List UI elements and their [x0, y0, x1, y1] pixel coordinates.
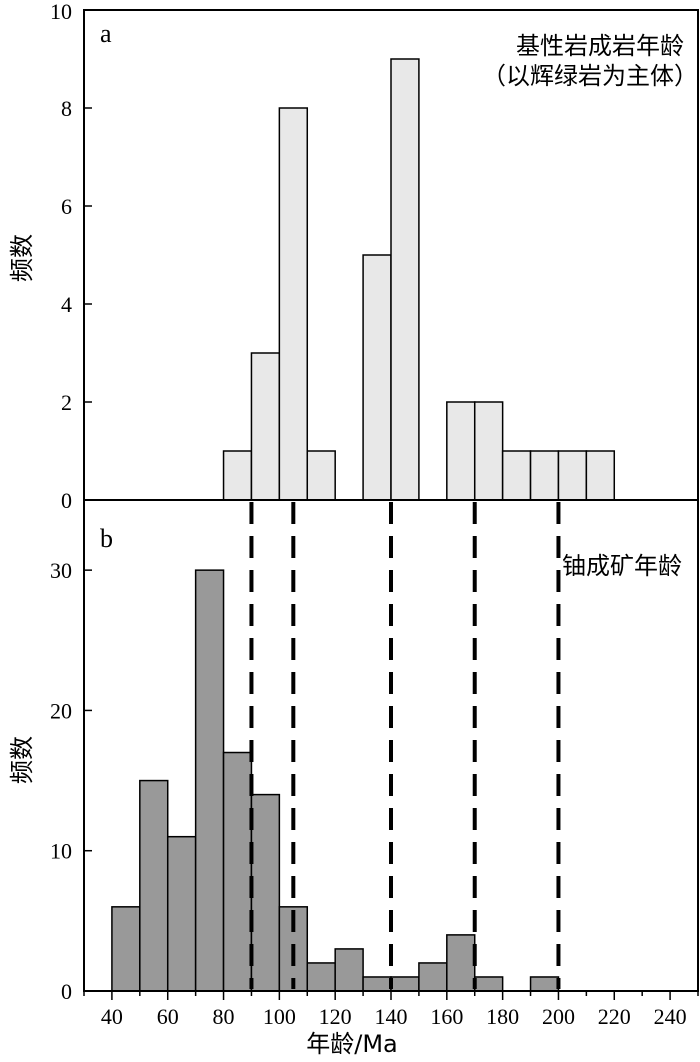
- panel-b-bar-160: [446, 934, 476, 992]
- panel-a-bar-110: [306, 450, 336, 501]
- x-tick-label-200: 200: [542, 1004, 575, 1029]
- panel-a-y-tick-label-4: 4: [61, 292, 72, 317]
- panel-b-annotation: 铀成矿年龄: [562, 552, 682, 580]
- panel-a-annotation-line-1: 基性岩成岩年龄: [516, 32, 684, 60]
- x-tick-label-40: 40: [101, 1004, 123, 1029]
- panel-a-bar-200: [557, 450, 588, 501]
- x-tick-label-220: 220: [598, 1004, 631, 1029]
- x-tick-label-120: 120: [319, 1004, 352, 1029]
- panel-a-y-tick-label-6: 6: [61, 194, 72, 219]
- panel-a-letter: a: [100, 19, 112, 48]
- panel-a-bar-90: [250, 352, 281, 501]
- panel-a-bar-130: [362, 254, 392, 501]
- panel-a: 0 2 4 6 8 10 a 基性岩成岩年龄 （以辉绿岩为主体） 频数: [8, 0, 698, 513]
- panel-a-bar-160: [446, 401, 476, 501]
- panel-a-bar-190: [529, 450, 560, 501]
- panel-b-x-ticks: 40 60 80 100 120 140 160 180 200 220 240: [83, 991, 699, 1029]
- panel-b-y-tick-label-30: 30: [50, 558, 72, 583]
- panel-b-reference-lines: [249, 502, 561, 989]
- panel-b-y-ticks: 0 10 20 30: [50, 558, 92, 1004]
- x-tick-label-80: 80: [213, 1004, 235, 1029]
- panel-b-y-tick-label-0: 0: [61, 979, 72, 1004]
- panel-a-bar-140: [390, 58, 420, 501]
- x-tick-label-100: 100: [263, 1004, 296, 1029]
- panel-b-bar-60: [166, 835, 197, 992]
- panel-a-y-tick-label-2: 2: [61, 390, 72, 415]
- panel-a-y-tick-label-10: 10: [50, 0, 72, 24]
- panel-b-bar-80: [222, 751, 253, 992]
- panel-a-y-ticks: 0 2 4 6 8 10: [50, 0, 92, 513]
- panel-a-bar-80: [222, 450, 253, 501]
- panel-a-bar-170: [473, 401, 504, 501]
- panel-a-bars: [222, 58, 616, 501]
- panel-a-annotation-line-2: （以辉绿岩为主体）: [482, 62, 698, 90]
- panel-b-bar-140: [390, 976, 420, 992]
- panel-b-bar-70: [194, 569, 225, 992]
- panel-a-y-axis-label: 频数: [8, 234, 36, 282]
- panel-b-bar-40: [111, 906, 141, 992]
- panel-b-bar-190: [529, 976, 560, 992]
- panel-a-bar-210: [585, 450, 616, 501]
- panel-b-bar-120: [334, 948, 364, 992]
- x-tick-label-160: 160: [430, 1004, 463, 1029]
- x-tick-label-180: 180: [486, 1004, 519, 1029]
- panel-a-bar-100: [278, 107, 309, 501]
- panel-b-y-tick-label-10: 10: [50, 839, 72, 864]
- panel-b-bar-90: [250, 793, 281, 992]
- panel-b-letter: b: [100, 524, 113, 553]
- panel-a-y-tick-label-8: 8: [61, 96, 72, 121]
- x-axis-label: 年龄/Ma: [306, 1030, 398, 1058]
- panel-b-bar-150: [418, 962, 448, 992]
- x-tick-label-60: 60: [157, 1004, 179, 1029]
- panel-a-bar-180: [501, 450, 532, 501]
- panel-b-bars: [111, 569, 560, 992]
- panel-b: 0 10 20 30 40 60 80 100 120 140 160 180 200 220 240 b…: [8, 502, 699, 1029]
- panel-b-frame: [83, 499, 699, 992]
- panel-b-y-axis-label: 频数: [8, 736, 36, 784]
- x-tick-label-240: 240: [654, 1004, 687, 1029]
- panel-b-bar-170: [473, 976, 504, 992]
- x-tick-label-140: 140: [375, 1004, 408, 1029]
- panel-b-y-tick-label-20: 20: [50, 698, 72, 723]
- panel-a-y-tick-label-0: 0: [61, 488, 72, 513]
- panel-b-bar-50: [139, 779, 169, 992]
- panel-b-bar-110: [306, 962, 336, 992]
- panel-b-bar-130: [362, 976, 392, 992]
